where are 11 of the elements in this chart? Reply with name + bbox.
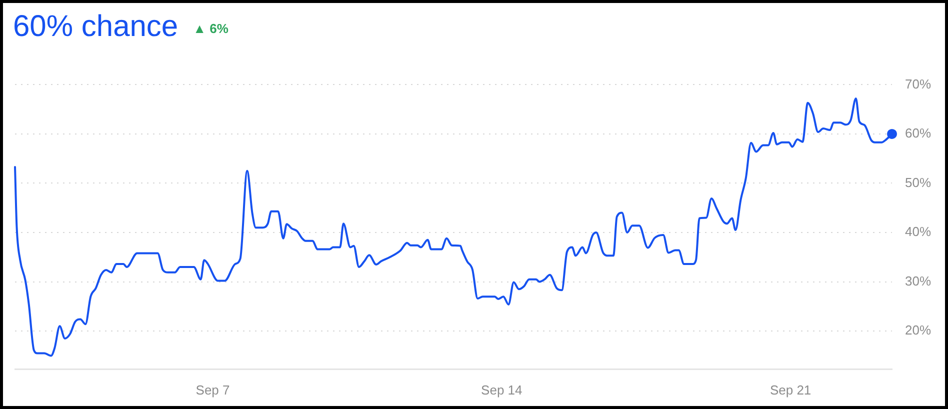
y-tick-label: 40% bbox=[905, 224, 932, 240]
y-tick-label: 50% bbox=[905, 174, 932, 190]
chart-subtitle: ▲ 6% bbox=[193, 21, 228, 36]
y-tick-label: 20% bbox=[905, 322, 932, 338]
x-tick-label: Sep 14 bbox=[481, 382, 522, 398]
x-tick-label: Sep 7 bbox=[196, 382, 230, 398]
y-tick-label: 30% bbox=[905, 273, 932, 288]
y-tick-label: 70% bbox=[905, 76, 932, 92]
y-tick-label: 60% bbox=[905, 126, 932, 141]
chart-title: 60% chance bbox=[13, 10, 178, 43]
x-tick-label: Sep 21 bbox=[770, 382, 812, 398]
